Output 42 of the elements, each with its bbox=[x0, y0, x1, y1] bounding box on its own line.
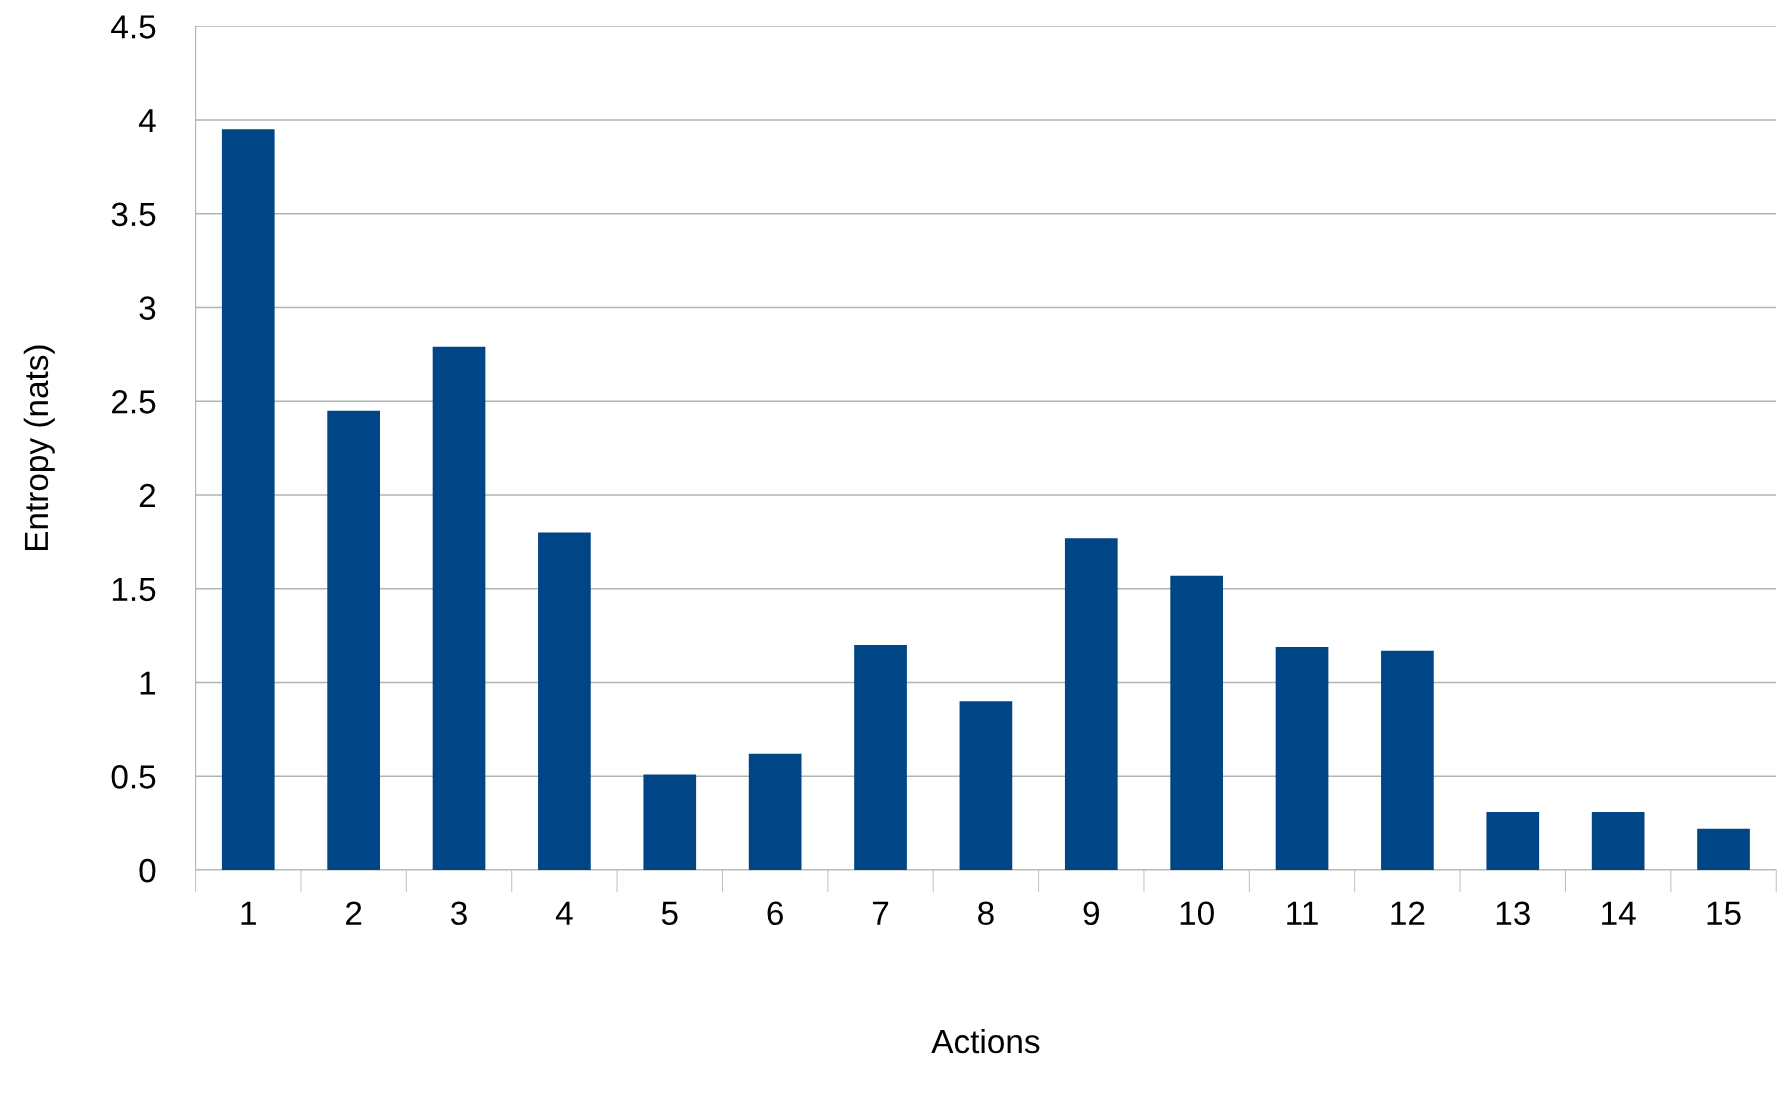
y-tick-label: 2.5 bbox=[112, 390, 156, 414]
x-tick-label: 5 bbox=[661, 901, 678, 926]
y-tick-label: 0 bbox=[139, 858, 156, 883]
x-tick-label: 2 bbox=[346, 901, 362, 925]
bar bbox=[538, 532, 591, 871]
y-tick-label: 4.5 bbox=[111, 15, 156, 39]
bar bbox=[1064, 538, 1118, 871]
bar bbox=[432, 346, 486, 871]
x-tick-label: 10 bbox=[1180, 901, 1214, 926]
x-tick-label: 9 bbox=[1083, 901, 1099, 926]
x-tick-label: 6 bbox=[767, 901, 783, 926]
x-tick-label: 8 bbox=[978, 901, 994, 926]
x-tick-label: 13 bbox=[1496, 901, 1530, 926]
bar bbox=[1591, 811, 1645, 871]
bar bbox=[748, 753, 802, 871]
bar bbox=[1697, 828, 1750, 871]
y-tick-label: 4 bbox=[138, 109, 156, 133]
y-tick-label: 1 bbox=[140, 671, 156, 695]
bar bbox=[327, 410, 380, 871]
x-tick-label: 1 bbox=[241, 901, 256, 925]
x-tick-label: 4 bbox=[555, 901, 573, 925]
y-axis-title: Entropy (nats) bbox=[23, 345, 55, 551]
y-tick-label: 3.5 bbox=[111, 202, 156, 227]
x-tick-label: 12 bbox=[1391, 901, 1425, 925]
bar bbox=[854, 645, 907, 871]
bar bbox=[1486, 811, 1540, 871]
bar bbox=[643, 774, 697, 871]
y-tick-label: 2 bbox=[139, 483, 156, 508]
bar bbox=[959, 701, 1013, 871]
x-axis-title: Actions bbox=[931, 1028, 1040, 1054]
x-tick-label: 3 bbox=[451, 901, 467, 926]
x-tick-label: 7 bbox=[872, 901, 889, 925]
x-tick-label: 15 bbox=[1707, 901, 1741, 926]
bar bbox=[1381, 650, 1434, 871]
bar bbox=[1275, 646, 1329, 871]
x-tick-label: 14 bbox=[1602, 901, 1636, 925]
bar bbox=[1170, 575, 1223, 871]
y-tick-label: 3 bbox=[139, 296, 156, 320]
y-tick-label: 1.5 bbox=[112, 577, 156, 602]
x-tick-label: 11 bbox=[1287, 901, 1318, 925]
bar bbox=[221, 129, 275, 871]
y-tick-label: 0.5 bbox=[111, 765, 156, 789]
